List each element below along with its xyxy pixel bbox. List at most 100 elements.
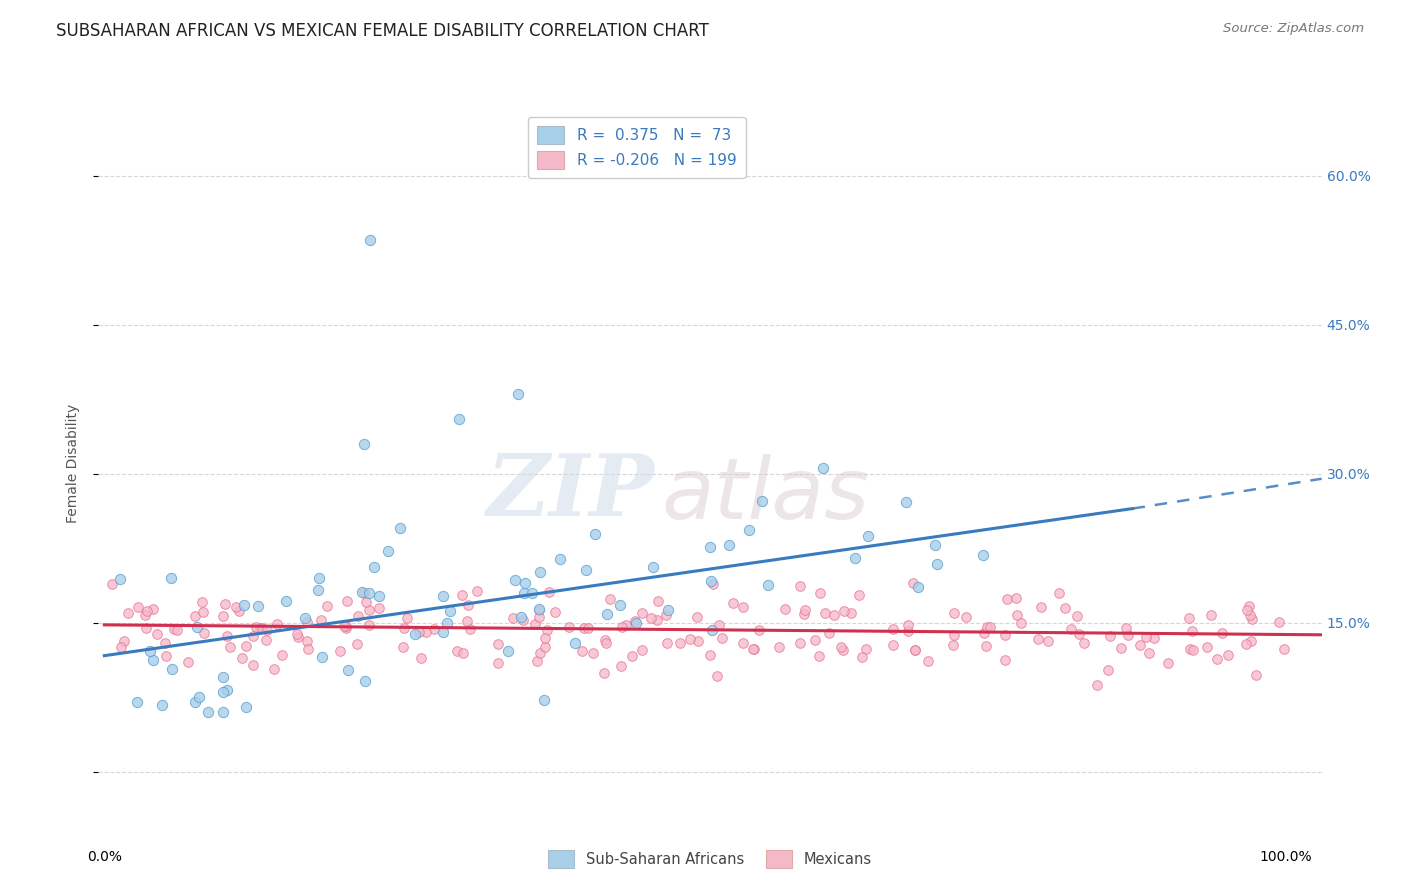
Point [524,616,547,631]
Point [357,603,380,617]
Point [925,557,948,571]
Point [193,626,215,640]
Point [789,579,811,593]
Point [363,560,385,574]
Point [1111,641,1133,656]
Point [808,649,831,664]
Point [831,643,853,657]
Point [350,584,373,599]
Point [353,586,375,600]
Point [1234,637,1257,651]
Point [506,387,529,401]
Point [647,594,669,608]
Point [1157,657,1180,671]
Point [1067,626,1090,640]
Point [309,613,332,627]
Point [242,629,264,643]
Point [520,586,543,600]
Point [212,609,235,624]
Point [896,495,918,509]
Point [295,634,318,648]
Point [150,698,173,713]
Point [582,646,605,660]
Point [1211,626,1233,640]
Point [353,673,375,688]
Point [527,603,550,617]
Point [197,706,219,720]
Point [742,642,765,657]
Point [942,638,965,652]
Point [117,606,139,620]
Point [311,650,333,665]
Point [307,582,329,597]
Point [979,620,1001,634]
Point [450,588,472,602]
Point [550,552,572,566]
Point [700,574,723,588]
Point [814,606,837,620]
Point [1135,630,1157,644]
Point [160,662,183,676]
Point [215,682,238,697]
Point [756,577,779,591]
Point [818,625,841,640]
Point [184,695,207,709]
Point [748,624,770,638]
Point [609,659,631,673]
Point [537,585,560,599]
Point [1047,586,1070,600]
Point [686,610,709,624]
Point [335,618,357,632]
Point [457,599,479,613]
Point [529,646,551,660]
Legend: Sub-Saharan Africans, Mexicans: Sub-Saharan Africans, Mexicans [543,845,877,874]
Point [187,690,209,705]
Point [242,658,264,673]
Point [145,626,167,640]
Point [502,611,524,625]
Point [512,613,534,627]
Point [392,640,415,654]
Point [1178,611,1201,625]
Point [346,636,368,650]
Point [235,639,257,653]
Point [529,565,551,579]
Point [526,654,548,668]
Point [564,636,586,650]
Point [623,614,645,628]
Point [534,631,557,645]
Point [112,634,135,648]
Point [465,584,488,599]
Point [396,611,419,625]
Point [415,625,437,640]
Point [943,606,966,620]
Point [1205,652,1227,666]
Point [110,640,132,654]
Point [287,630,309,644]
Point [855,642,877,657]
Point [513,576,536,591]
Point [409,651,432,665]
Point [432,589,454,603]
Point [811,460,834,475]
Point [235,700,257,714]
Point [702,576,724,591]
Point [377,544,399,558]
Point [645,613,668,627]
Y-axis label: Female Disability: Female Disability [66,404,80,524]
Point [139,644,162,658]
Point [626,616,648,631]
Point [654,607,676,622]
Point [177,655,200,669]
Point [972,549,994,563]
Point [903,575,925,590]
Point [496,643,519,657]
Point [1116,628,1139,642]
Point [1066,608,1088,623]
Point [993,653,1015,667]
Point [367,601,389,615]
Point [486,637,509,651]
Point [848,588,870,602]
Text: 0.0%: 0.0% [87,850,122,864]
Point [856,529,879,543]
